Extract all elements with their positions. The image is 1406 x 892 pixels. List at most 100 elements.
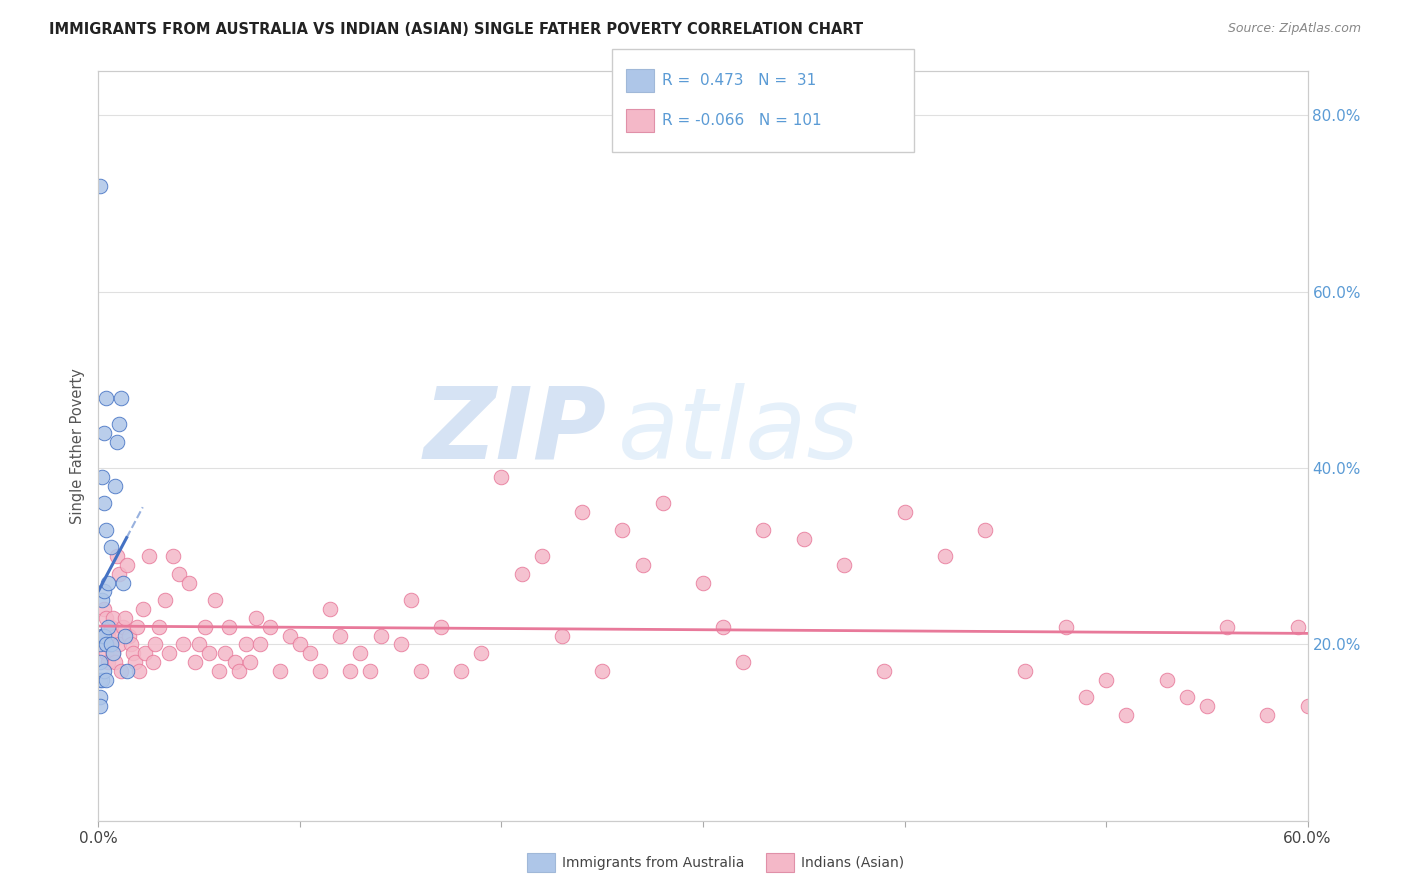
Point [93,584,115,599]
Point [793,532,815,546]
Point [118,628,141,642]
Point [339,664,361,678]
Point [631,558,654,572]
Point [114,611,136,625]
Point [96,637,118,651]
Point [96,391,118,405]
Point [93,425,115,440]
Point [409,664,432,678]
Point [224,655,246,669]
Point [128,664,150,678]
Point [249,637,271,651]
Point [299,646,322,660]
Point [96,673,118,687]
Point [214,646,236,660]
Point [1216,620,1239,634]
Text: IMMIGRANTS FROM AUSTRALIA VS INDIAN (ASIAN) SINGLE FATHER POVERTY CORRELATION CH: IMMIGRANTS FROM AUSTRALIA VS INDIAN (ASI… [49,22,863,37]
Point [105,434,128,449]
Point [89,178,111,193]
Point [111,575,134,590]
Point [329,628,352,642]
Point [974,523,997,537]
Point [100,541,122,555]
Point [114,628,136,642]
Point [1195,699,1218,714]
Point [188,637,211,651]
Point [752,523,775,537]
Point [309,664,332,678]
Point [103,478,125,492]
Point [450,664,472,678]
Point [89,655,111,669]
Point [239,655,262,669]
Point [733,655,755,669]
Point [370,628,392,642]
Point [93,664,115,678]
Point [510,566,533,581]
Point [107,566,129,581]
Point [107,637,129,651]
Point [591,664,613,678]
Point [184,655,207,669]
Point [115,558,138,572]
Point [97,655,120,669]
Point [100,620,122,634]
Point [91,593,114,607]
Point [1095,673,1118,687]
Point [105,549,128,564]
Point [138,549,160,564]
Point [97,620,120,634]
Point [194,620,217,634]
Point [1014,664,1036,678]
Point [288,637,311,651]
Point [93,496,115,510]
Point [91,628,114,642]
Point [101,611,124,625]
Point [430,620,453,634]
Point [142,655,165,669]
Point [132,602,155,616]
Point [167,566,190,581]
Point [111,620,134,634]
Point [93,637,115,651]
Point [162,549,184,564]
Point [96,611,118,625]
Point [157,646,180,660]
Point [172,637,194,651]
Text: ZIP: ZIP [423,383,606,480]
Point [651,496,673,510]
Point [125,620,148,634]
Point [612,523,634,537]
Point [97,575,120,590]
Point [692,575,714,590]
Point [153,593,176,607]
Point [110,391,132,405]
Text: Source: ZipAtlas.com: Source: ZipAtlas.com [1227,22,1361,36]
Point [93,602,115,616]
Point [269,664,291,678]
Point [91,673,114,687]
Point [893,505,915,519]
Point [470,646,492,660]
Text: R = -0.066   N = 101: R = -0.066 N = 101 [662,113,823,128]
Text: Immigrants from Australia: Immigrants from Australia [562,855,745,870]
Point [89,637,111,651]
Point [571,505,593,519]
Point [551,628,574,642]
Text: Indians (Asian): Indians (Asian) [801,855,904,870]
Point [120,637,142,651]
Point [530,549,553,564]
Point [873,664,896,678]
Point [103,655,125,669]
Point [101,646,124,660]
Point [110,664,132,678]
Point [107,417,129,431]
Point [96,523,118,537]
Point [1074,690,1097,705]
Point [349,646,371,660]
Point [121,646,143,660]
Point [360,664,382,678]
Point [115,664,138,678]
Point [491,470,513,484]
Point [208,664,231,678]
